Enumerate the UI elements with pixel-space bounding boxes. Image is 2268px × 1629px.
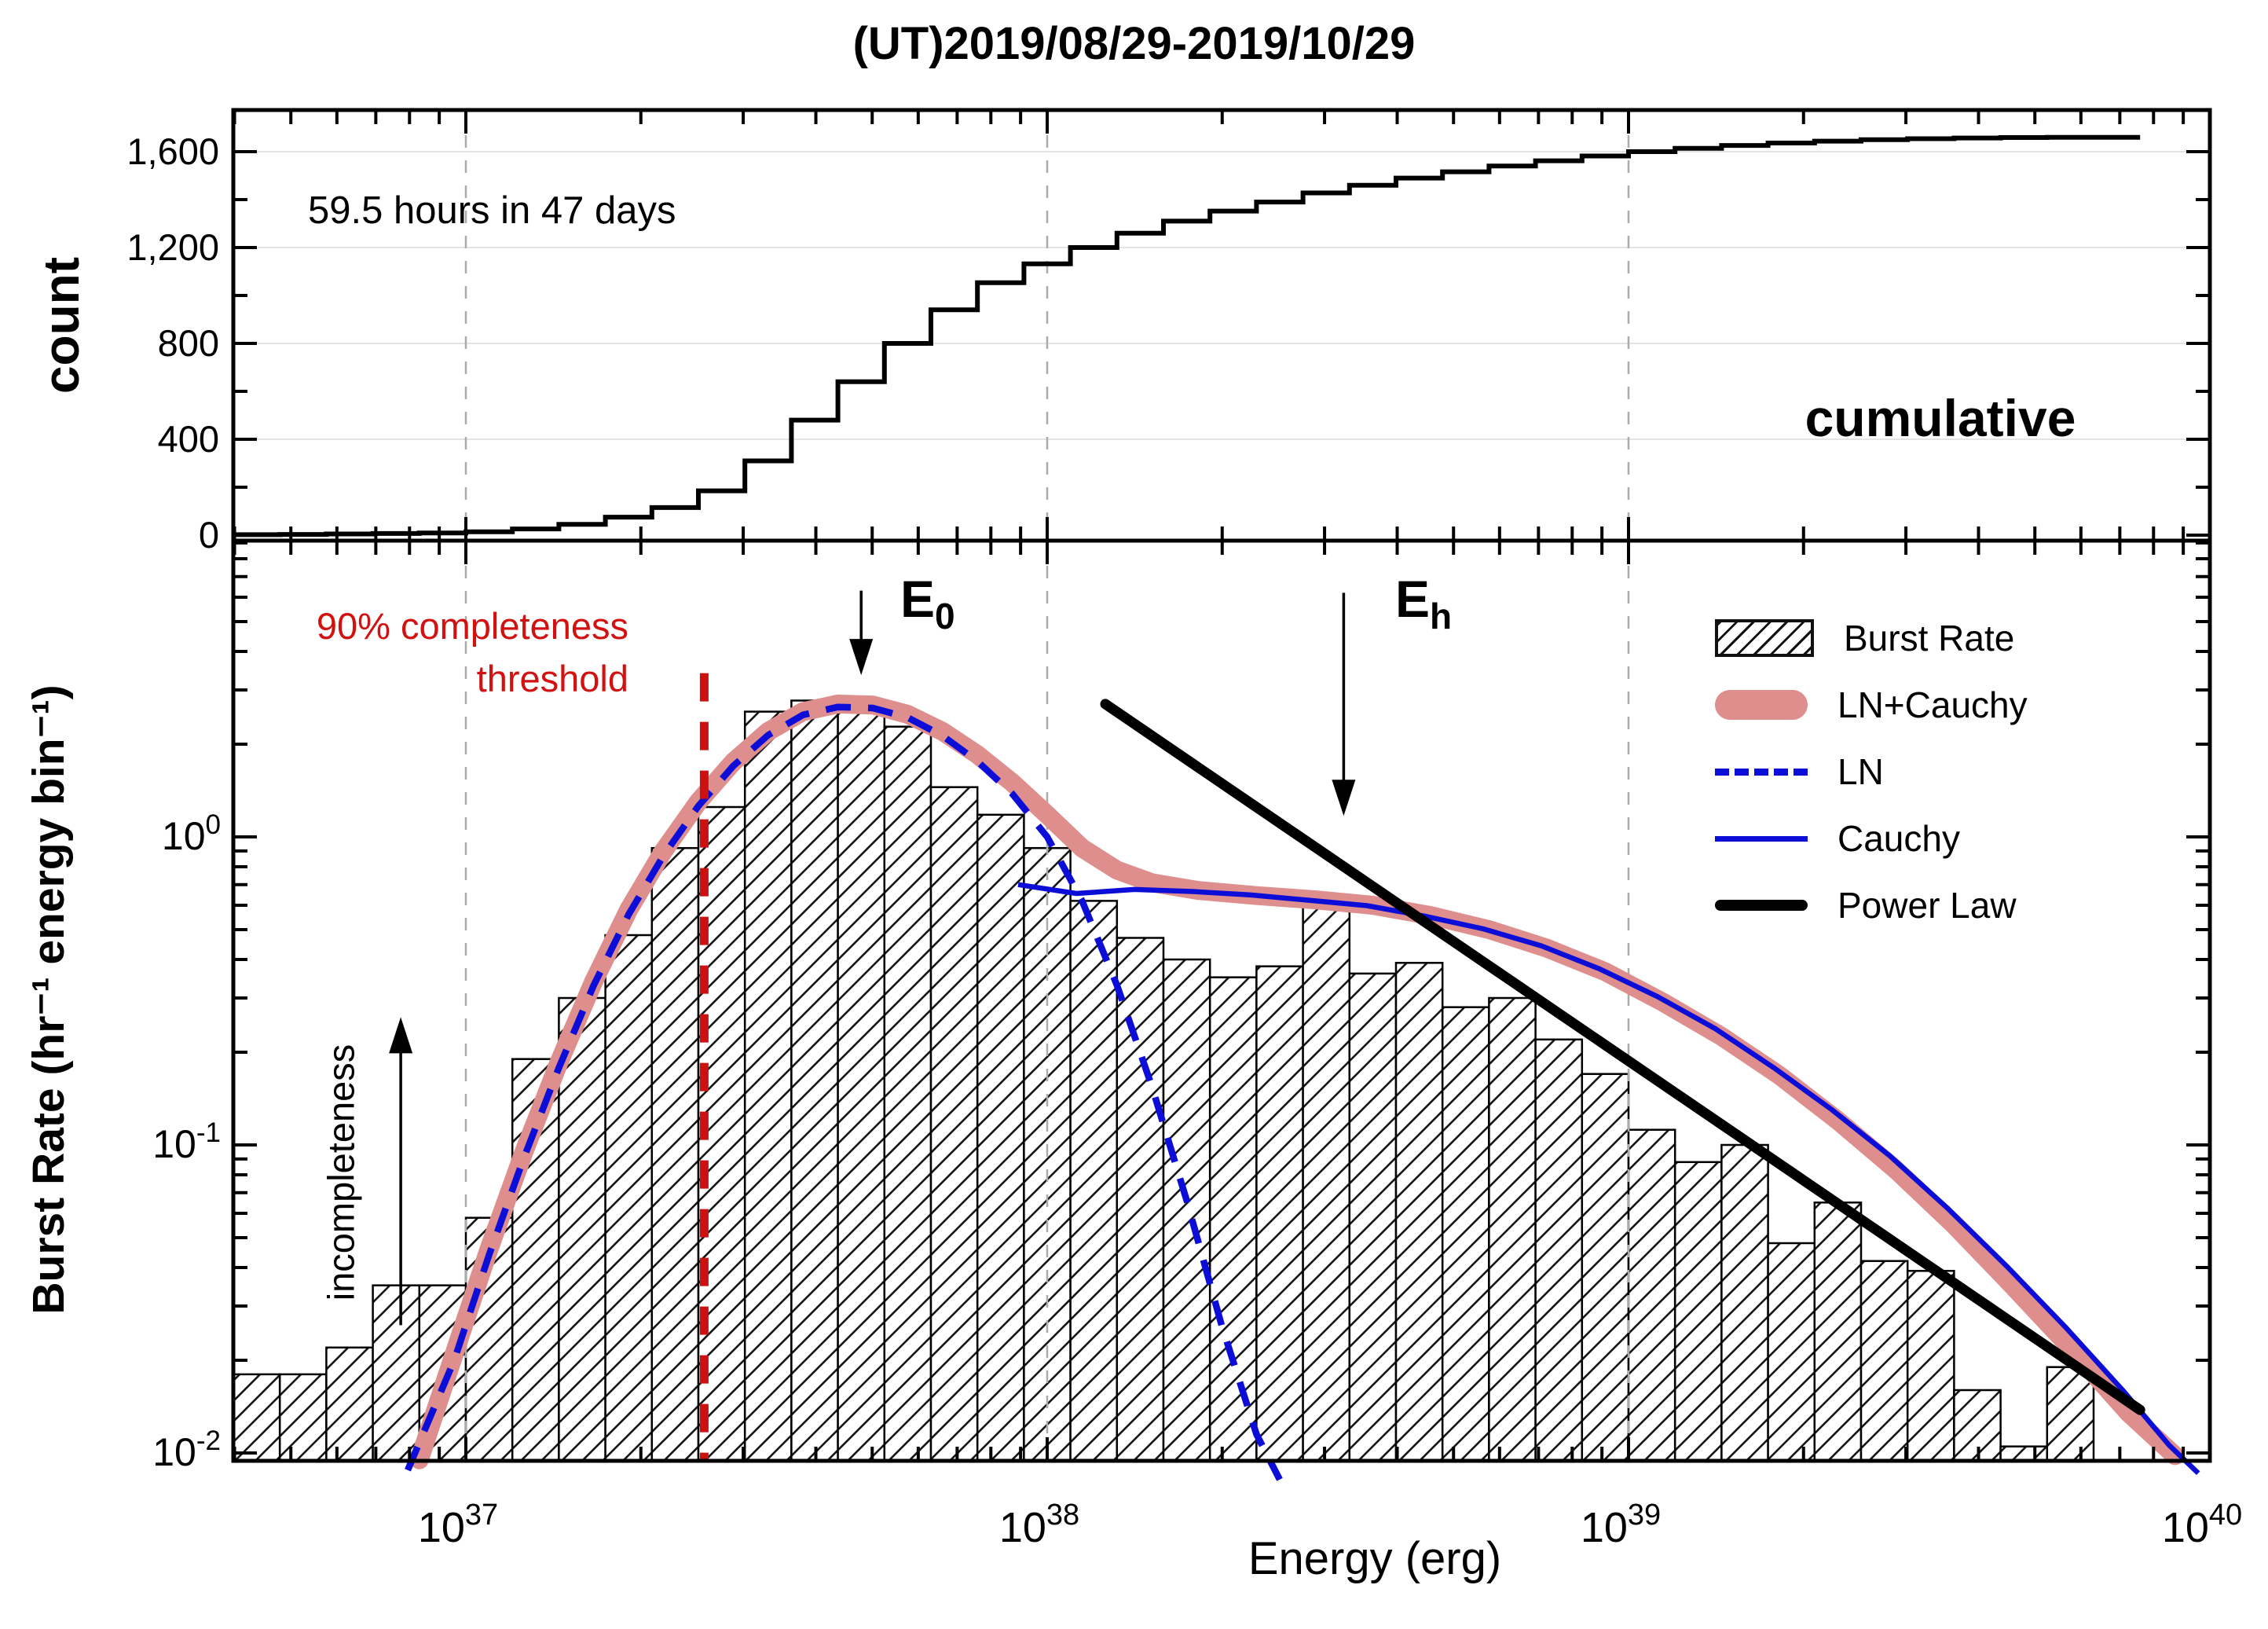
exposure-annotation: 59.5 hours in 47 days bbox=[308, 189, 676, 232]
hatch-swatch-icon bbox=[1715, 619, 1814, 657]
threshold-line1: 90% completeness bbox=[316, 605, 628, 647]
eh-arrow bbox=[1332, 780, 1356, 816]
cumulative-step-line bbox=[233, 134, 2141, 537]
ln-curve bbox=[405, 703, 1283, 1481]
x-tick-label: 1039 bbox=[1581, 1499, 1661, 1551]
incompleteness-annotation: incompleteness bbox=[320, 1044, 362, 1301]
histogram-bar bbox=[790, 699, 839, 1462]
legend-item-burst-rate: Burst Rate bbox=[1715, 618, 2028, 659]
legend-item-ln: LN bbox=[1715, 751, 2028, 792]
top-y-tick-label: 1,200 bbox=[126, 226, 219, 268]
page-title: (UT)2019/08/29-2019/10/29 bbox=[852, 18, 1416, 69]
histogram-bar bbox=[1441, 1006, 1490, 1462]
histogram-bar bbox=[1116, 937, 1165, 1462]
histogram-bar bbox=[743, 710, 793, 1462]
histogram-bar bbox=[1162, 958, 1211, 1462]
dashed-blue-swatch-icon bbox=[1715, 768, 1808, 776]
bottom-y-axis-label: Burst Rate (hr⁻¹ energy bin⁻¹) bbox=[24, 684, 74, 1315]
histogram-bar bbox=[1255, 965, 1304, 1462]
histogram-bar bbox=[837, 706, 886, 1462]
histogram-bar bbox=[1859, 1260, 1909, 1462]
top-y-tick-label: 800 bbox=[158, 322, 219, 364]
histogram-bar bbox=[650, 846, 700, 1462]
cumulative-series-label: cumulative bbox=[1805, 389, 2076, 447]
histogram-bar bbox=[325, 1346, 374, 1462]
histogram-bar bbox=[883, 725, 932, 1462]
bottom-panel-burst-rate: 100 10-1 10-2 1037 1038 1039 1040 bbox=[152, 538, 2242, 1551]
histogram-bar bbox=[1581, 1073, 1630, 1462]
histogram-bar bbox=[1302, 904, 1351, 1462]
histogram-bar bbox=[278, 1373, 328, 1462]
top-panel-cumulative: 0 400 800 1,200 1,600 bbox=[126, 108, 2212, 556]
histogram-bar bbox=[1767, 1242, 1816, 1462]
histogram-bar bbox=[1488, 996, 1537, 1462]
histogram-bar bbox=[1813, 1202, 1863, 1462]
power-law-line bbox=[1100, 699, 2145, 1415]
e0-annotation: E0 bbox=[900, 570, 955, 637]
bottom-y-tick-label: 100 bbox=[162, 809, 221, 858]
legend-item-ln-cauchy: LN+Cauchy bbox=[1715, 684, 2028, 725]
top-y-tick-label: 1,600 bbox=[126, 130, 219, 172]
completeness-threshold-annotation: 90% completeness threshold bbox=[0, 600, 628, 705]
cauchy-curve bbox=[1017, 882, 2200, 1476]
histogram-bar bbox=[1673, 1161, 1723, 1462]
histogram-bar bbox=[1534, 1038, 1584, 1462]
black-line-swatch-icon bbox=[1715, 900, 1808, 911]
legend: Burst Rate LN+Cauchy LN Cauchy Power Law bbox=[1715, 618, 2028, 953]
solid-blue-swatch-icon bbox=[1715, 835, 1808, 842]
histogram-bar bbox=[2046, 1366, 2095, 1462]
e0-arrow bbox=[849, 639, 874, 676]
histogram-bar bbox=[929, 786, 979, 1462]
histogram-bar bbox=[1720, 1143, 1769, 1462]
histogram-bar bbox=[1627, 1128, 1676, 1462]
x-tick-label: 1038 bbox=[999, 1499, 1079, 1551]
histogram-bar bbox=[1906, 1270, 1955, 1462]
top-y-tick-label: 0 bbox=[199, 514, 219, 556]
top-y-tick-label: 400 bbox=[158, 418, 219, 460]
histogram-bar bbox=[604, 934, 654, 1462]
bottom-y-tick-label: 10-1 bbox=[152, 1117, 221, 1166]
histogram-bar bbox=[1999, 1445, 2049, 1462]
annotation-arrows bbox=[389, 590, 1356, 1326]
eh-annotation: Eh bbox=[1395, 570, 1453, 637]
x-axis-label: Energy (erg) bbox=[1248, 1533, 1502, 1584]
histogram-bar bbox=[1348, 972, 1398, 1462]
pink-line-swatch-icon bbox=[1715, 690, 1808, 720]
incompleteness-arrow bbox=[389, 1017, 413, 1054]
legend-item-cauchy: Cauchy bbox=[1715, 818, 2028, 859]
legend-item-power-law: Power Law bbox=[1715, 885, 2028, 926]
x-tick-label: 1037 bbox=[418, 1499, 498, 1551]
bottom-y-tick-label: 10-2 bbox=[152, 1425, 221, 1474]
histogram-bar bbox=[1208, 976, 1258, 1462]
histogram-bar bbox=[372, 1284, 421, 1462]
histogram-bar bbox=[232, 1373, 281, 1462]
top-y-axis-label: count bbox=[33, 256, 90, 394]
threshold-line2: threshold bbox=[476, 657, 628, 699]
histogram-bar bbox=[1069, 900, 1119, 1462]
x-tick-label: 1040 bbox=[2162, 1499, 2242, 1551]
histogram-bar bbox=[976, 813, 1025, 1462]
histogram-bar bbox=[1394, 962, 1444, 1462]
